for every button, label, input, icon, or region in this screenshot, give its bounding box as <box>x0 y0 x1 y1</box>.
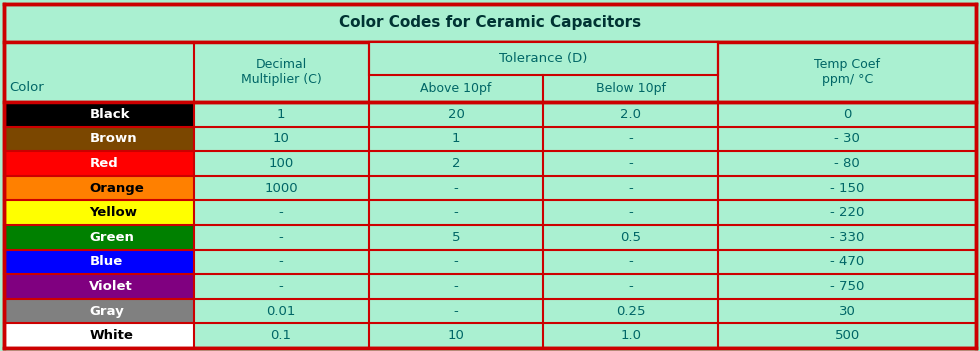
Bar <box>4 4 976 42</box>
Text: Brown: Brown <box>89 132 137 145</box>
Bar <box>4 323 193 348</box>
Text: Below 10pf: Below 10pf <box>596 82 666 95</box>
Text: Above 10pf: Above 10pf <box>420 82 492 95</box>
Text: - 80: - 80 <box>834 157 860 170</box>
Bar <box>4 102 976 348</box>
Text: 0.25: 0.25 <box>616 305 646 318</box>
Bar <box>4 151 193 176</box>
Text: Color Codes for Ceramic Capacitors: Color Codes for Ceramic Capacitors <box>339 15 641 31</box>
Bar <box>4 42 976 102</box>
Bar <box>4 250 193 274</box>
Text: 1.0: 1.0 <box>620 329 642 342</box>
Text: Color: Color <box>9 81 44 94</box>
Text: 30: 30 <box>839 305 856 318</box>
Text: 0.5: 0.5 <box>620 231 642 244</box>
Text: -: - <box>628 132 633 145</box>
Text: -: - <box>628 280 633 293</box>
Text: 0: 0 <box>843 108 852 121</box>
Text: 100: 100 <box>269 157 294 170</box>
Text: 20: 20 <box>448 108 465 121</box>
Text: Temp Coef
ppm/ °C: Temp Coef ppm/ °C <box>814 58 880 86</box>
Text: -: - <box>628 181 633 194</box>
Text: Red: Red <box>89 157 118 170</box>
Text: -: - <box>278 256 283 269</box>
Text: 0.01: 0.01 <box>267 305 296 318</box>
Bar <box>4 176 193 200</box>
Bar <box>4 127 193 151</box>
Bar <box>4 102 193 127</box>
Text: -: - <box>278 206 283 219</box>
Text: -: - <box>628 157 633 170</box>
Text: Black: Black <box>89 108 129 121</box>
Text: - 470: - 470 <box>830 256 864 269</box>
Text: -: - <box>454 305 459 318</box>
Text: 10: 10 <box>448 329 465 342</box>
Text: Gray: Gray <box>89 305 124 318</box>
Text: -: - <box>278 280 283 293</box>
Text: 10: 10 <box>272 132 289 145</box>
Text: - 30: - 30 <box>834 132 860 145</box>
Text: 500: 500 <box>835 329 859 342</box>
Text: Green: Green <box>89 231 134 244</box>
Text: White: White <box>89 329 133 342</box>
Text: 1000: 1000 <box>265 181 298 194</box>
Text: -: - <box>454 256 459 269</box>
Text: 5: 5 <box>452 231 461 244</box>
Text: -: - <box>628 256 633 269</box>
Bar <box>4 200 193 225</box>
Text: 1: 1 <box>276 108 285 121</box>
Bar <box>368 42 718 75</box>
Text: Tolerance (D): Tolerance (D) <box>499 52 588 65</box>
Text: -: - <box>278 231 283 244</box>
Text: - 150: - 150 <box>830 181 864 194</box>
Text: -: - <box>454 181 459 194</box>
Text: 2.0: 2.0 <box>620 108 642 121</box>
Text: -: - <box>628 206 633 219</box>
Text: - 750: - 750 <box>830 280 864 293</box>
Text: 0.1: 0.1 <box>270 329 291 342</box>
Text: 2: 2 <box>452 157 461 170</box>
Text: Yellow: Yellow <box>89 206 137 219</box>
Text: Blue: Blue <box>89 256 122 269</box>
Bar <box>4 299 193 323</box>
Text: -: - <box>454 280 459 293</box>
Text: - 220: - 220 <box>830 206 864 219</box>
Text: - 330: - 330 <box>830 231 864 244</box>
Text: -: - <box>454 206 459 219</box>
Text: Violet: Violet <box>89 280 133 293</box>
Bar <box>4 274 193 299</box>
Text: 1: 1 <box>452 132 461 145</box>
Bar <box>4 225 193 250</box>
Text: Orange: Orange <box>89 181 144 194</box>
Text: Decimal
Multiplier (C): Decimal Multiplier (C) <box>241 58 321 86</box>
